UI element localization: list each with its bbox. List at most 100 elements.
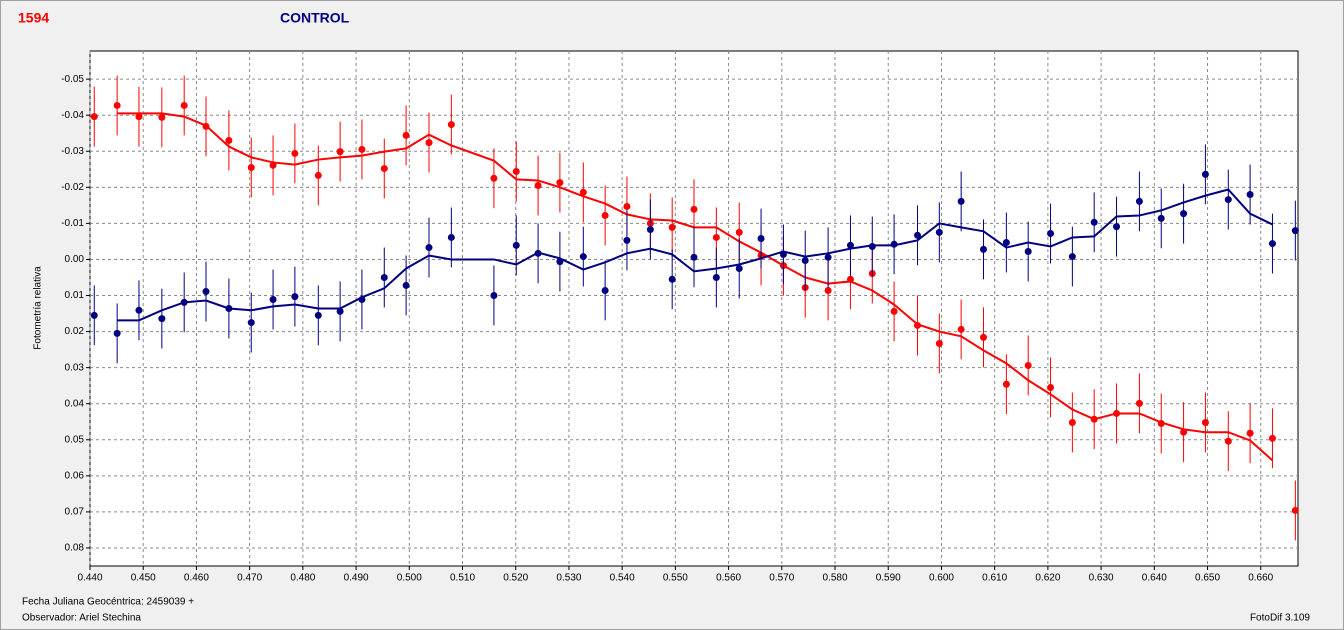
data-point	[247, 163, 255, 171]
data-point	[1135, 197, 1143, 205]
data-point	[556, 179, 564, 187]
data-point	[247, 319, 255, 327]
data-point	[1180, 210, 1188, 218]
data-point	[846, 275, 854, 283]
smoothed-line	[117, 112, 1274, 462]
data-point	[690, 205, 698, 213]
data-point	[402, 281, 410, 289]
data-point	[534, 249, 542, 257]
data-point	[314, 171, 322, 179]
data-point	[202, 122, 210, 130]
data-point	[314, 311, 322, 319]
data-point	[1024, 361, 1032, 369]
data-point	[735, 228, 743, 236]
y-tick-label: 0.03	[65, 362, 85, 373]
data-point	[1268, 240, 1276, 248]
data-point	[180, 101, 188, 109]
data-point	[158, 315, 166, 323]
plot-area	[89, 50, 1299, 567]
y-tick-label: 0.05	[65, 434, 85, 445]
data-point	[90, 113, 98, 121]
x-tick-label: 0.440	[77, 573, 102, 584]
data-point	[957, 325, 965, 333]
x-tick-label: 0.650	[1195, 573, 1220, 584]
data-point	[690, 253, 698, 261]
data-point	[135, 113, 143, 121]
data-point	[90, 311, 98, 319]
data-point	[890, 307, 898, 315]
data-point	[358, 145, 366, 153]
data-point	[1135, 399, 1143, 407]
data-point	[579, 188, 587, 196]
y-tick-label: -0.01	[61, 218, 84, 229]
data-point	[225, 136, 233, 144]
x-tick-label: 0.580	[823, 573, 848, 584]
x-tick-label: 0.620	[1035, 573, 1060, 584]
data-point	[336, 148, 344, 156]
data-point	[425, 139, 433, 147]
footer-version: FotoDif 3.109	[1250, 613, 1310, 624]
data-point	[380, 165, 388, 173]
data-point	[979, 245, 987, 253]
data-point	[158, 113, 166, 121]
plot: 0.440 0.450 0.460 0.470 0.480 0.490 0.500 0.510…	[61, 51, 1299, 584]
data-point	[824, 253, 832, 261]
data-point	[269, 161, 277, 169]
data-point	[824, 286, 832, 294]
x-tick-label: 0.450	[131, 573, 156, 584]
data-point	[425, 244, 433, 252]
data-point	[1224, 196, 1232, 204]
x-tick-label: 0.570	[769, 573, 794, 584]
data-point	[512, 241, 520, 249]
data-point	[1157, 214, 1165, 222]
data-point	[336, 307, 344, 315]
x-tick-label: 0.550	[663, 573, 688, 584]
x-tick-label: 0.590	[876, 573, 901, 584]
x-tick-label: 0.630	[1089, 573, 1114, 584]
data-point	[490, 174, 498, 182]
data-point	[358, 295, 366, 303]
y-tick-label: -0.05	[61, 74, 84, 85]
data-point	[1113, 409, 1121, 417]
data-point	[1246, 191, 1254, 199]
y-tick-label: 0.04	[65, 398, 85, 409]
data-point	[779, 250, 787, 258]
data-point	[1291, 227, 1299, 235]
data-point	[1047, 383, 1055, 391]
data-point	[556, 258, 564, 266]
data-point	[668, 223, 676, 231]
x-tick-label: 0.510	[450, 573, 475, 584]
data-point	[1002, 239, 1010, 247]
data-point	[1068, 418, 1076, 426]
data-point	[935, 339, 943, 347]
data-point	[712, 233, 720, 241]
data-point	[1047, 229, 1055, 237]
data-point	[135, 306, 143, 314]
data-point	[1002, 380, 1010, 388]
y-tick-label: -0.03	[61, 146, 84, 157]
data-point	[935, 228, 943, 236]
data-point	[601, 211, 609, 219]
y-tick-label: 0.02	[65, 326, 85, 337]
x-tick-label: 0.660	[1248, 573, 1273, 584]
data-point	[225, 305, 233, 312]
footer-date: Fecha Juliana Geocéntrica: 2459039 +	[22, 597, 194, 608]
data-point	[1268, 434, 1276, 442]
target-title: 1594	[18, 10, 49, 26]
data-point	[113, 329, 121, 337]
y-tick-label: 0.07	[65, 507, 85, 518]
data-point	[113, 101, 121, 109]
data-point	[269, 295, 277, 303]
control-title: CONTROL	[280, 10, 350, 26]
x-tick-label: 0.500	[397, 573, 422, 584]
data-point	[1246, 429, 1254, 437]
data-point	[914, 231, 922, 239]
x-tick-label: 0.490	[344, 573, 369, 584]
data-point	[1113, 223, 1121, 231]
data-point	[490, 292, 498, 300]
data-point	[601, 286, 609, 294]
data-point	[1224, 437, 1232, 445]
data-point	[1024, 248, 1032, 256]
data-point	[1291, 506, 1299, 514]
